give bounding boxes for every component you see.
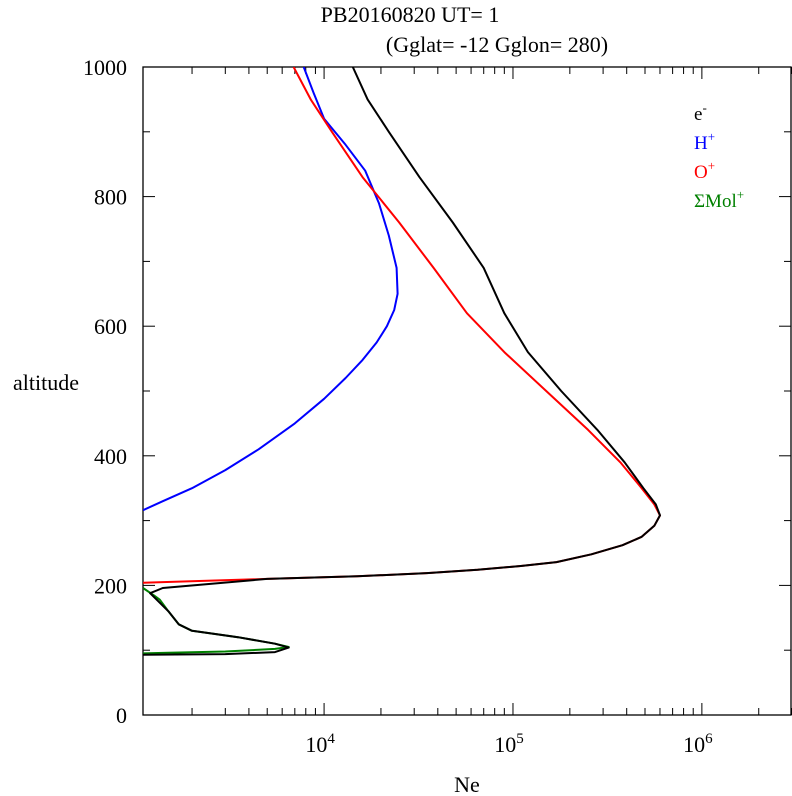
y-axis-label: altitude <box>13 370 79 395</box>
y-tick-label: 200 <box>94 573 127 598</box>
series-line-o <box>143 67 661 584</box>
legend-item-e: e- <box>694 100 707 125</box>
chart-subtitle: (Gglat= -12 Gglon= 280) <box>386 32 608 57</box>
y-tick-label: 0 <box>116 703 127 728</box>
y-tick-label: 400 <box>94 444 127 469</box>
legend-item-h: H+ <box>694 129 715 154</box>
legend-item-o: O+ <box>694 158 715 183</box>
plot-area: 0 200 400 600 800 1000 104 105 106 <box>83 55 792 757</box>
chart-title: PB20160820 UT= 1 <box>321 2 500 27</box>
x-tick-label: 104 <box>305 731 335 757</box>
y-tick-label: 1000 <box>83 55 127 80</box>
x-tick-label: 105 <box>494 731 524 757</box>
y-tick-label: 800 <box>94 185 127 210</box>
x-axis-label: Ne <box>454 772 480 796</box>
legend: e- H+ O+ ΣMol+ <box>694 100 744 212</box>
series-line-mol <box>143 587 290 655</box>
x-tick-label: 106 <box>683 731 713 757</box>
y-tick-label: 600 <box>94 314 127 339</box>
legend-item-mol: ΣMol+ <box>694 187 744 212</box>
series-line-e <box>143 67 661 656</box>
series-line-h <box>143 67 399 512</box>
